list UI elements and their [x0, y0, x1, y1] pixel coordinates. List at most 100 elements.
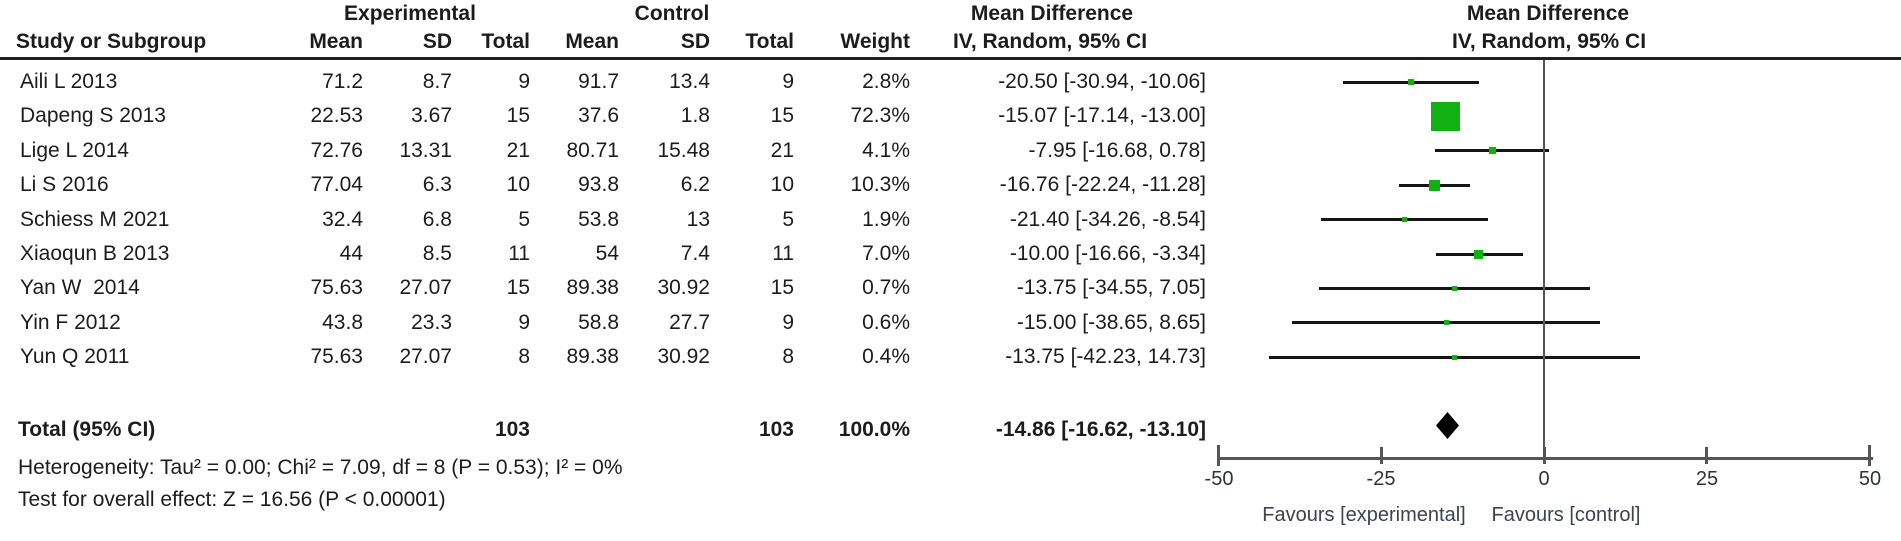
- study-name: Yun Q 2011: [20, 345, 130, 369]
- header-divider-line: [0, 57, 1901, 60]
- exp-total-value: 21: [506, 138, 530, 162]
- exp-total-value: 5: [518, 207, 530, 231]
- ctl-total-value: 15: [770, 104, 794, 128]
- ci-text: -15.07 [-17.14, -13.00]: [998, 104, 1206, 128]
- exp-mean-value: 72.76: [310, 138, 363, 162]
- axis-tick-label: 25: [1695, 468, 1719, 490]
- exp-sd-value: 23.3: [411, 310, 452, 334]
- ctl-sd-value: 6.2: [680, 173, 710, 197]
- effect-marker: [1431, 102, 1460, 131]
- ci-text: -21.40 [-34.26, -8.54]: [1009, 207, 1206, 231]
- ctl-sd-value: 30.92: [657, 276, 710, 300]
- ci-text: -13.75 [-42.23, 14.73]: [1005, 345, 1206, 369]
- exp-total-value: 9: [518, 70, 530, 93]
- favours-experimental-label: Favours [experimental]: [1262, 504, 1466, 526]
- weight-value: 2.8%: [862, 70, 910, 93]
- exp-sd-value: 3.67: [411, 104, 452, 128]
- weight-value: 7.0%: [862, 242, 910, 265]
- ctl-total-value: 15: [770, 276, 794, 300]
- exp-total-value: 10: [506, 173, 530, 197]
- ctl-sd-value: 1.8: [680, 104, 710, 128]
- ctl-sd-value: 13.4: [669, 70, 710, 93]
- total-ctl-n: 103: [758, 418, 794, 441]
- heterogeneity-text: Heterogeneity: Tau² = 0.00; Chi² = 7.09,…: [18, 456, 623, 479]
- col-header-ci-right: IV, Random, 95% CI: [1451, 30, 1647, 53]
- ctl-mean-value: 53.8: [578, 207, 619, 231]
- axis-tick-label: -50: [1204, 468, 1234, 490]
- col-header-mean-exp: Mean: [309, 30, 363, 53]
- col-header-total-ctl: Total: [745, 30, 794, 53]
- weight-value: 72.3%: [850, 104, 910, 128]
- weight-value: 0.6%: [862, 310, 910, 334]
- effect-marker: [1452, 286, 1457, 291]
- col-header-mean-ctl: Mean: [565, 30, 619, 53]
- overall-effect-text: Test for overall effect: Z = 16.56 (P < …: [18, 488, 446, 511]
- ctl-sd-value: 30.92: [657, 345, 710, 369]
- ctl-mean-value: 89.38: [566, 345, 619, 369]
- ci-text: -15.00 [-38.65, 8.65]: [1016, 310, 1206, 334]
- exp-total-value: 15: [506, 276, 530, 300]
- zero-line: [1543, 60, 1545, 459]
- study-name: Aili L 2013: [20, 70, 118, 93]
- ctl-mean-value: 91.7: [578, 70, 619, 93]
- group-header-experimental: Experimental: [344, 2, 476, 25]
- study-name: Dapeng S 2013: [20, 104, 166, 128]
- ctl-total-value: 9: [782, 70, 794, 93]
- ctl-mean-value: 54: [595, 242, 619, 265]
- exp-sd-value: 8.5: [422, 242, 452, 265]
- exp-mean-value: 77.04: [310, 173, 363, 197]
- effect-marker: [1452, 355, 1457, 360]
- weight-value: 0.7%: [862, 276, 910, 300]
- ctl-total-value: 11: [772, 242, 794, 265]
- ctl-mean-value: 89.38: [566, 276, 619, 300]
- exp-mean-value: 71.2: [322, 70, 363, 93]
- ctl-sd-value: 7.4: [680, 242, 710, 265]
- effect-marker: [1429, 180, 1440, 191]
- exp-sd-value: 8.7: [422, 70, 452, 93]
- group-header-mean-difference-right: Mean Difference: [1466, 2, 1630, 25]
- ctl-mean-value: 80.71: [566, 138, 619, 162]
- ctl-mean-value: 37.6: [578, 104, 619, 128]
- exp-sd-value: 6.3: [422, 173, 452, 197]
- ctl-total-value: 5: [782, 207, 794, 231]
- study-name: Schiess M 2021: [20, 207, 170, 231]
- ctl-total-value: 10: [770, 173, 794, 197]
- effect-marker: [1489, 147, 1496, 154]
- col-header-total-exp: Total: [481, 30, 530, 53]
- total-diamond: [1436, 412, 1459, 439]
- study-name: Lige L 2014: [20, 138, 129, 162]
- exp-total-value: 11: [508, 242, 530, 265]
- exp-total-value: 8: [518, 345, 530, 369]
- effect-marker: [1408, 79, 1414, 85]
- exp-sd-value: 27.07: [399, 345, 452, 369]
- exp-mean-value: 44: [339, 242, 363, 265]
- total-exp-n: 103: [494, 418, 530, 441]
- axis-tick: [1543, 447, 1546, 464]
- axis-tick-label: 50: [1858, 468, 1882, 490]
- col-header-sd-exp: SD: [422, 30, 452, 53]
- axis-tick-label: 0: [1538, 468, 1550, 490]
- ci-text: -7.95 [-16.68, 0.78]: [1028, 138, 1206, 162]
- total-ci-text: -14.86 [-16.62, -13.10]: [995, 418, 1206, 441]
- exp-sd-value: 6.8: [422, 207, 452, 231]
- effect-marker: [1474, 250, 1483, 259]
- exp-mean-value: 75.63: [310, 345, 363, 369]
- effect-marker: [1402, 217, 1407, 222]
- ci-text: -10.00 [-16.66, -3.34]: [1009, 242, 1206, 265]
- axis-tick: [1705, 447, 1708, 464]
- study-name: Li S 2016: [20, 173, 109, 197]
- ctl-sd-value: 13: [686, 207, 710, 231]
- exp-mean-value: 32.4: [322, 207, 363, 231]
- favours-control-label: Favours [control]: [1491, 504, 1641, 526]
- col-header-sd-ctl: SD: [680, 30, 710, 53]
- col-header-study: Study or Subgroup: [16, 30, 207, 53]
- exp-sd-value: 27.07: [399, 276, 452, 300]
- weight-value: 0.4%: [862, 345, 910, 369]
- col-header-weight: Weight: [840, 30, 910, 53]
- ctl-mean-value: 58.8: [578, 310, 619, 334]
- total-row-label: Total (95% CI): [18, 418, 156, 441]
- axis-tick-label: -25: [1366, 468, 1396, 490]
- weight-value: 1.9%: [862, 207, 910, 231]
- study-name: Yan W 2014: [20, 276, 140, 300]
